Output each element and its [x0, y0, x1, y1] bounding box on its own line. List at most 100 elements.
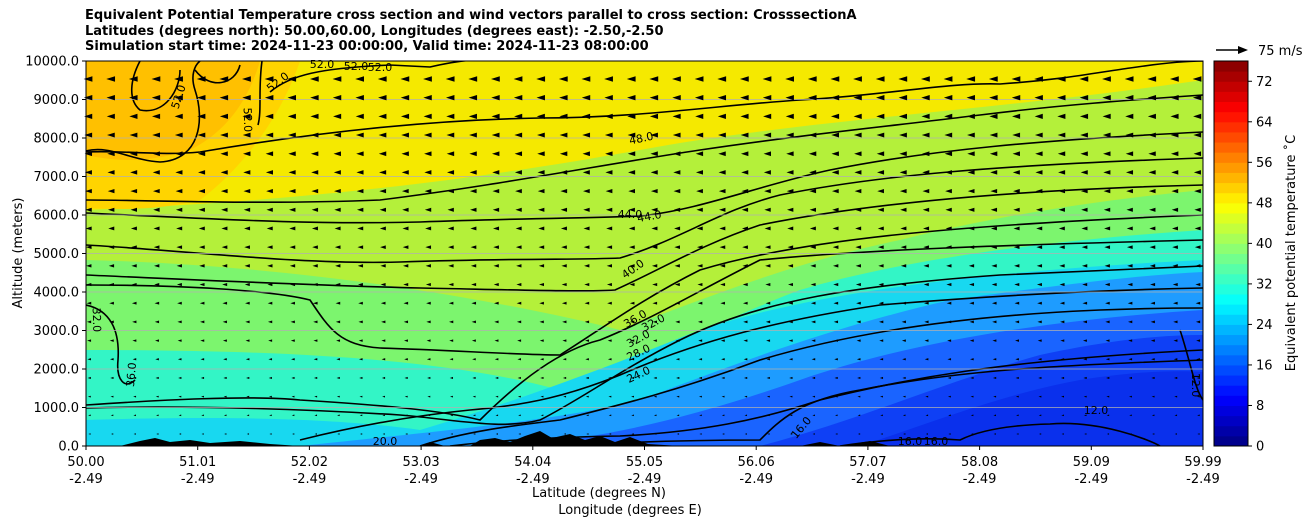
wind-vector [153, 245, 160, 249]
wind-vector [106, 113, 115, 119]
wind-vector [832, 245, 839, 249]
wind-vector [1193, 113, 1202, 119]
wind-vector [853, 76, 862, 82]
wind-vector [1172, 301, 1178, 305]
wind-vector [333, 170, 341, 175]
wind-vector [1150, 282, 1156, 287]
contour-line [86, 184, 1203, 292]
wind-vector [1013, 207, 1020, 212]
wind-vector [763, 170, 771, 175]
wind-vector [1016, 414, 1019, 417]
wind-vector [312, 245, 318, 249]
wind-vector [223, 414, 227, 417]
wind-vector [561, 282, 567, 287]
wind-vector [1151, 414, 1155, 417]
wind-vector [427, 395, 431, 398]
wind-vector [201, 414, 204, 417]
wind-vector [559, 94, 568, 101]
wind-vector [809, 188, 817, 194]
wind-vector [562, 376, 567, 379]
contour-label: 32.0 [90, 307, 104, 332]
wind-vector [1080, 170, 1088, 175]
wind-vector [267, 320, 273, 324]
x-axis-label-line-1: Latitude (degrees N) [532, 486, 666, 501]
wind-vector [1174, 414, 1178, 417]
wind-vector [786, 151, 794, 157]
wind-vector [1170, 132, 1179, 138]
wind-vector [719, 245, 726, 249]
wind-vector [200, 339, 205, 342]
wind-vector [925, 376, 929, 379]
colorbar-segment [1214, 395, 1248, 406]
wind-vector [1105, 320, 1110, 324]
x-tick-lat: 58.08 [961, 455, 998, 470]
wind-vector [739, 76, 749, 82]
contour-label: 36.0 [124, 362, 139, 388]
wind-vector [833, 320, 839, 324]
wind-vector [990, 188, 998, 194]
wind-vector [1171, 226, 1179, 231]
wind-vector [401, 188, 409, 194]
wind-vector [583, 226, 590, 231]
wind-vector [267, 301, 273, 305]
wind-vector [740, 113, 749, 119]
wind-vector [1174, 395, 1178, 398]
wind-vector [628, 188, 636, 194]
wind-vector [471, 339, 476, 342]
wind-vector [175, 188, 183, 194]
wind-vector [582, 132, 591, 138]
colorbar-tick-label: 48 [1256, 196, 1273, 211]
wind-vector [472, 358, 476, 361]
wind-vector [582, 113, 591, 119]
wind-vector [924, 301, 929, 305]
wind-vector [786, 170, 794, 175]
wind-vector [243, 188, 251, 194]
wind-vector [536, 76, 546, 82]
wind-vector [1148, 170, 1156, 175]
wind-vector [628, 207, 635, 212]
wind-vector [718, 170, 726, 175]
wind-vector [786, 207, 794, 212]
wind-vector [310, 151, 319, 157]
wind-vector [243, 170, 251, 175]
wind-vector [718, 151, 726, 157]
wind-vector [584, 282, 590, 287]
wind-vector [1014, 301, 1020, 305]
wind-vector [106, 94, 115, 101]
colorbar-segment [1214, 142, 1248, 153]
wind-vector [1149, 226, 1156, 231]
wind-vector [1106, 414, 1110, 417]
wind-vector [765, 320, 771, 324]
wind-vector [334, 226, 341, 231]
wind-vector [675, 301, 680, 305]
wind-vector [563, 414, 566, 417]
wind-vector [110, 376, 114, 379]
wind-vector [291, 395, 295, 398]
wind-vector [856, 320, 861, 324]
contour-label: 52.0 [310, 58, 335, 71]
wind-vector [517, 395, 521, 398]
wind-vector [153, 207, 160, 212]
wind-vector [810, 301, 816, 305]
wind-vector [584, 301, 590, 305]
wind-vector [288, 188, 296, 194]
wind-vector [808, 132, 817, 138]
wind-vector [1126, 188, 1133, 194]
wind-vector [742, 245, 748, 249]
wind-vector [900, 264, 907, 268]
wind-vector [85, 207, 92, 212]
wind-vector [264, 76, 274, 82]
wind-vector [1125, 132, 1134, 138]
wind-vector [84, 113, 93, 119]
wind-vector [129, 132, 138, 138]
wind-vector [426, 358, 431, 361]
wind-vector [1060, 358, 1065, 361]
x-tick-lon: -2.49 [963, 472, 997, 487]
wind-vector [853, 113, 862, 119]
wind-vector [176, 226, 183, 231]
wind-vector [807, 76, 817, 82]
wind-vector [898, 94, 908, 101]
wind-vector [402, 207, 409, 212]
wind-vector [1102, 132, 1111, 138]
